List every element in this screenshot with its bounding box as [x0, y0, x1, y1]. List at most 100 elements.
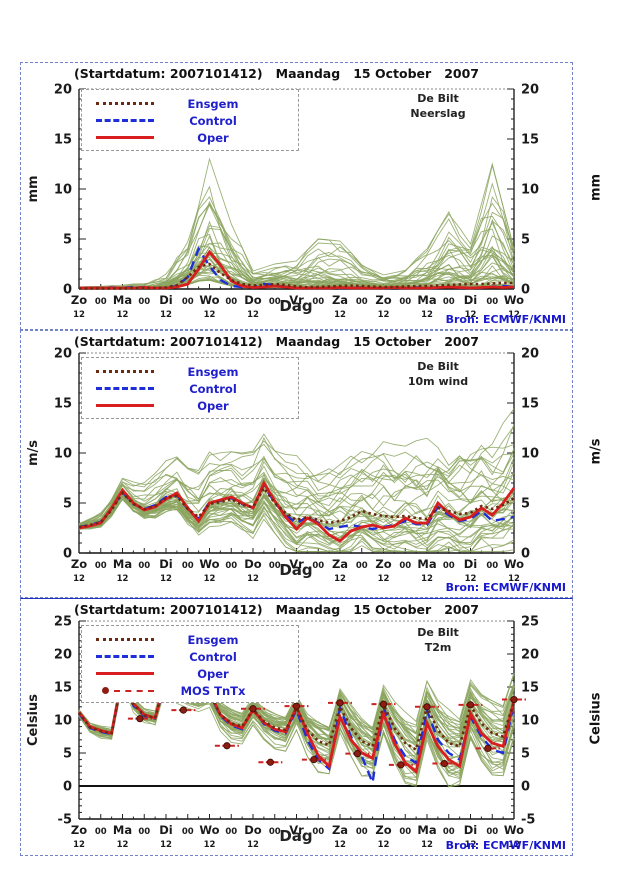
svg-text:12: 12 — [334, 310, 346, 320]
svg-text:Wo: Wo — [504, 293, 524, 307]
legend-label: Ensgem — [187, 632, 239, 647]
legend-item-ensgem: Ensgem — [82, 631, 298, 648]
svg-text:12: 12 — [117, 310, 129, 320]
svg-text:Wo: Wo — [199, 557, 219, 571]
svg-text:12: 12 — [421, 310, 433, 320]
svg-text:Zo: Zo — [71, 293, 87, 307]
svg-text:12: 12 — [117, 574, 129, 584]
svg-text:00: 00 — [399, 827, 411, 837]
legend-label: MOS TnTx — [180, 683, 246, 698]
svg-text:20: 20 — [521, 648, 539, 663]
ensgem-line-sample — [96, 638, 154, 641]
svg-text:00: 00 — [486, 561, 498, 571]
svg-text:-5: -5 — [521, 813, 535, 828]
ensgem-line-sample — [96, 370, 154, 373]
svg-text:mm: mm — [26, 175, 41, 202]
source-credit: Bron: ECMWF/KNMI — [445, 581, 566, 594]
y-unit-right-wind: m/s — [588, 438, 604, 465]
svg-text:00: 00 — [312, 561, 324, 571]
svg-text:20: 20 — [54, 347, 72, 362]
legend-label: Oper — [197, 130, 229, 145]
y-unit-right-precipitation: mm — [588, 173, 604, 202]
svg-text:Za: Za — [332, 293, 348, 307]
svg-text:00: 00 — [269, 297, 281, 307]
svg-text:12: 12 — [204, 574, 216, 584]
svg-text:12: 12 — [160, 574, 172, 584]
svg-text:12: 12 — [421, 840, 433, 850]
svg-text:00: 00 — [95, 561, 107, 571]
svg-text:Ma: Ma — [113, 293, 132, 307]
svg-text:00: 00 — [95, 297, 107, 307]
svg-text:Zo: Zo — [71, 823, 87, 837]
svg-text:12: 12 — [334, 840, 346, 850]
svg-text:Ma: Ma — [113, 557, 132, 571]
legend-label: Control — [189, 649, 237, 664]
svg-text:12: 12 — [204, 310, 216, 320]
svg-text:5: 5 — [521, 497, 530, 512]
svg-text:12: 12 — [73, 310, 85, 320]
source-credit: Bron: ECMWF/KNMI — [445, 313, 566, 326]
svg-text:Zo: Zo — [375, 557, 391, 571]
legend-item-oper: Oper — [82, 665, 298, 682]
svg-text:00: 00 — [95, 827, 107, 837]
svg-text:00: 00 — [312, 827, 324, 837]
legend-box: Ensgem Control Oper MOS TnTx — [81, 625, 299, 703]
svg-text:5: 5 — [63, 497, 72, 512]
control-line-sample — [96, 119, 154, 122]
svg-text:12: 12 — [465, 574, 477, 584]
svg-text:25: 25 — [54, 615, 72, 630]
svg-text:0: 0 — [521, 283, 530, 298]
svg-text:0: 0 — [63, 547, 72, 562]
svg-text:00: 00 — [312, 297, 324, 307]
svg-text:00: 00 — [356, 827, 368, 837]
svg-text:Ma: Ma — [113, 823, 132, 837]
svg-text:12: 12 — [421, 574, 433, 584]
svg-text:Di: Di — [464, 557, 478, 571]
svg-text:00: 00 — [486, 297, 498, 307]
y-unit-right-temperature: Celsius — [588, 692, 604, 745]
svg-text:Do: Do — [244, 823, 262, 837]
svg-text:15: 15 — [521, 133, 539, 148]
svg-text:Wo: Wo — [199, 823, 219, 837]
svg-text:Do: Do — [244, 557, 262, 571]
station-label: De Bilt Neerslag — [378, 91, 498, 121]
svg-text:12: 12 — [117, 840, 129, 850]
svg-text:12: 12 — [160, 840, 172, 850]
svg-text:00: 00 — [182, 297, 194, 307]
oper-line-sample — [96, 136, 154, 139]
variable-name: 10m wind — [407, 375, 469, 388]
source-credit: Bron: ECMWF/KNMI — [445, 839, 566, 852]
legend-label: Control — [189, 113, 237, 128]
legend-item-ensgem: Ensgem — [82, 95, 298, 112]
svg-text:Do: Do — [244, 293, 262, 307]
svg-text:00: 00 — [443, 561, 455, 571]
svg-text:-5: -5 — [58, 813, 72, 828]
svg-text:0: 0 — [521, 547, 530, 562]
svg-text:12: 12 — [508, 574, 520, 584]
svg-text:00: 00 — [269, 561, 281, 571]
x-axis-title: Dag — [279, 561, 313, 579]
legend-box: Ensgem Control Oper — [81, 357, 299, 419]
legend-label: Ensgem — [187, 364, 239, 379]
svg-text:Vr: Vr — [289, 293, 304, 307]
svg-text:Di: Di — [159, 823, 173, 837]
svg-text:m/s: m/s — [26, 440, 41, 466]
svg-text:12: 12 — [378, 310, 390, 320]
svg-text:Zo: Zo — [71, 557, 87, 571]
legend-item-control: Control — [82, 112, 298, 129]
svg-text:5: 5 — [521, 233, 530, 248]
panel-title: (Startdatum: 2007101412) Maandag 15 Octo… — [73, 602, 480, 617]
svg-text:5: 5 — [63, 233, 72, 248]
svg-text:00: 00 — [443, 297, 455, 307]
svg-text:10: 10 — [54, 714, 72, 729]
svg-text:12: 12 — [508, 310, 520, 320]
mos-marker-sample — [96, 686, 154, 696]
svg-text:15: 15 — [54, 681, 72, 696]
svg-text:00: 00 — [443, 827, 455, 837]
legend-item-control: Control — [82, 380, 298, 397]
svg-text:15: 15 — [54, 397, 72, 412]
svg-text:12: 12 — [334, 574, 346, 584]
svg-text:12: 12 — [378, 574, 390, 584]
